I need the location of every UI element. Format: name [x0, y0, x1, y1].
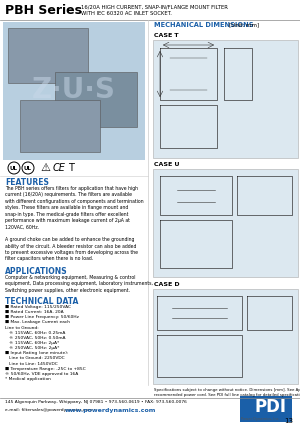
Text: T: T — [68, 163, 74, 173]
Text: PBH Series: PBH Series — [5, 4, 82, 17]
Text: ⚠: ⚠ — [40, 163, 50, 173]
Text: 13: 13 — [284, 418, 293, 424]
Text: Power Dynamics, Inc.: Power Dynamics, Inc. — [241, 417, 280, 421]
FancyBboxPatch shape — [153, 289, 298, 384]
Text: Z·U·S: Z·U·S — [32, 76, 116, 104]
FancyBboxPatch shape — [8, 28, 88, 83]
Text: FEATURES: FEATURES — [5, 178, 49, 187]
Text: CE: CE — [53, 163, 66, 173]
Text: CASE T: CASE T — [154, 33, 178, 38]
Text: Specifications subject to change without notice. Dimensions [mm]. See Appendix A: Specifications subject to change without… — [154, 388, 300, 397]
Text: CASE D: CASE D — [154, 282, 180, 287]
Text: The PBH series offers filters for application that have high
current (16/20A) re: The PBH series offers filters for applic… — [5, 186, 144, 261]
Text: 145 Algonquin Parkway, Whippany, NJ 07981 • 973-560-0619 • FAX: 973-560-0076: 145 Algonquin Parkway, Whippany, NJ 0798… — [5, 400, 187, 404]
Text: APPLICATIONS: APPLICATIONS — [5, 267, 68, 276]
Text: TECHNICAL DATA: TECHNICAL DATA — [5, 297, 78, 306]
FancyBboxPatch shape — [55, 72, 137, 127]
Text: 16/20A HIGH CURRENT, SNAP-IN/FLANGE MOUNT FILTER
WITH IEC 60320 AC INLET SOCKET.: 16/20A HIGH CURRENT, SNAP-IN/FLANGE MOUN… — [81, 4, 228, 16]
Text: e-mail: filtersales@powerdynamics.com •: e-mail: filtersales@powerdynamics.com • — [5, 408, 98, 412]
Text: ■ Rated Voltage: 115/250VAC
■ Rated Current: 16A, 20A
■ Power Line Frequency: 50: ■ Rated Voltage: 115/250VAC ■ Rated Curr… — [5, 305, 86, 381]
FancyBboxPatch shape — [240, 396, 292, 422]
Text: UL: UL — [10, 165, 18, 170]
FancyBboxPatch shape — [153, 40, 298, 158]
Text: MECHANICAL DIMENSIONS: MECHANICAL DIMENSIONS — [154, 22, 254, 28]
FancyBboxPatch shape — [20, 100, 100, 152]
Text: UL: UL — [24, 165, 32, 170]
FancyBboxPatch shape — [153, 169, 298, 277]
Text: PDI: PDI — [255, 398, 287, 416]
Text: Computer & networking equipment, Measuring & control
equipment, Data processing : Computer & networking equipment, Measuri… — [5, 275, 153, 293]
Text: [Unit: mm]: [Unit: mm] — [229, 22, 259, 27]
Text: CASE U: CASE U — [154, 162, 179, 167]
Text: www.powerdynamics.com: www.powerdynamics.com — [65, 408, 156, 413]
FancyBboxPatch shape — [3, 22, 145, 160]
